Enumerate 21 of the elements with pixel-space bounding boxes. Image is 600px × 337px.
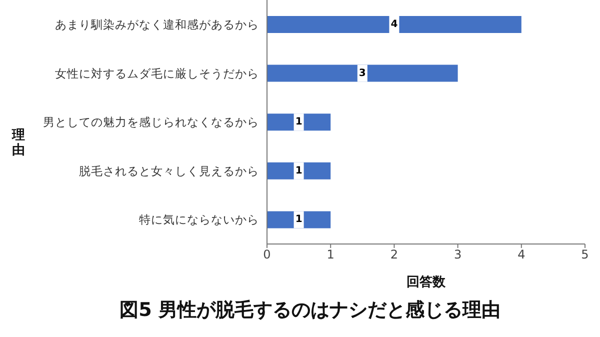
data-label: 1 <box>295 116 302 128</box>
data-label: 4 <box>390 19 398 30</box>
y-tick-label: 女性に対するムダ毛に厳しそうだから <box>55 66 259 80</box>
y-tick-label: 脱毛されると女々しく見えるから <box>79 164 259 178</box>
y-axis-title: 理由 <box>12 128 26 158</box>
data-label: 1 <box>295 214 302 226</box>
y-tick-label: 男としての魅力を感じられなくなるから <box>43 115 259 130</box>
bar <box>267 16 522 33</box>
x-axis-title: 回答数 <box>406 275 446 290</box>
y-tick-label: 特に気にならないから <box>139 212 259 227</box>
x-tick-label: 3 <box>454 248 462 262</box>
bar <box>267 64 458 82</box>
text: 図5 男性が脱毛するのはナシだと感じる理由 <box>118 298 502 323</box>
x-tick-label: 2 <box>390 248 398 262</box>
data-label: 1 <box>295 165 302 176</box>
x-tick-label: 5 <box>581 248 589 262</box>
x-tick-label: 4 <box>518 248 526 262</box>
x-tick-label: 0 <box>263 248 271 262</box>
data-label: 3 <box>358 68 366 79</box>
x-tick-label: 1 <box>326 248 334 262</box>
y-tick-label: あまり馴染みがなく違和感があるから <box>55 17 259 32</box>
